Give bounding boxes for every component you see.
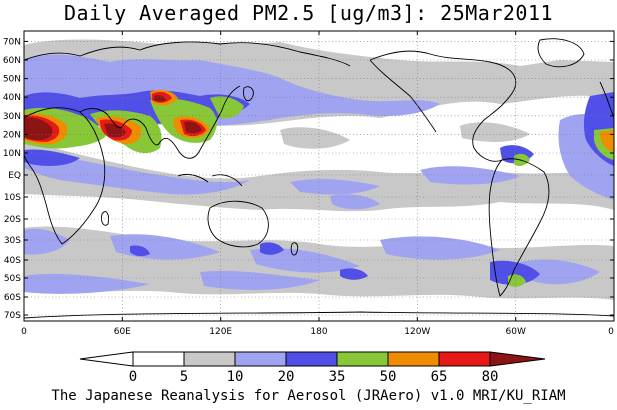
lat-label-60n: 60N: [3, 56, 21, 66]
lat-label-20s: 20S: [4, 215, 21, 225]
lon-label-0-right: 0: [608, 327, 614, 337]
map-title: Daily Averaged PM2.5 [ug/m3]: 25Mar2011: [63, 1, 554, 25]
level-10-20: [24, 54, 614, 294]
coastlines: [24, 38, 614, 319]
colorbar-segment-65-80: [438, 351, 491, 367]
colorbar-segment-above-80: [489, 351, 546, 367]
map-footer-credit: The Japanese Reanalysis for Aerosol (JRA…: [51, 388, 566, 404]
colorbar-label-80: 80: [482, 369, 499, 385]
lat-label-10s: 10S: [4, 193, 21, 203]
lon-label-120e: 120E: [209, 327, 232, 337]
pm25-field: [24, 31, 614, 321]
colorbar-label-0: 0: [129, 369, 137, 385]
lat-label-50n: 50N: [3, 75, 21, 85]
colorbar-label-50: 50: [380, 369, 397, 385]
lat-label-40s: 40S: [4, 256, 21, 266]
colorbar-segment-50-65: [387, 351, 440, 367]
colorbar-label-20: 20: [278, 369, 295, 385]
lat-label-60s: 60S: [4, 293, 21, 303]
colorbar-segment-5-10: [183, 351, 236, 367]
colorbar-labels: 0 5 10 20 35 50 65 80: [129, 369, 499, 385]
lat-label-30n: 30N: [3, 112, 21, 122]
lon-label-60w: 60W: [506, 327, 526, 337]
lat-label-70n: 70N: [3, 37, 21, 47]
lon-label-0-left: 0: [21, 327, 27, 337]
colorbar-segment-10-20: [234, 351, 287, 367]
lat-label-30s: 30S: [4, 236, 21, 246]
lat-label-70s: 70S: [4, 311, 21, 321]
colorbar-segment-0-5: [132, 351, 185, 367]
latitude-axis: 70N 60N 50N 40N 30N 20N 10N EQ 10S 20S 3…: [3, 37, 614, 321]
lon-label-60e: 60E: [114, 327, 131, 337]
lat-label-50s: 50S: [4, 274, 21, 284]
colorbar-label-5: 5: [180, 369, 188, 385]
lat-label-10n: 10N: [3, 149, 21, 159]
colorbar-segment-below-0: [79, 351, 134, 367]
colorbar-segment-35-50: [336, 351, 389, 367]
graticule: [24, 31, 614, 321]
longitude-axis: 0 60E 120E 180 120W 60W 0: [21, 31, 614, 337]
lat-label-40n: 40N: [3, 93, 21, 103]
colorbar-label-10: 10: [227, 369, 244, 385]
colorbar-segment-20-35: [285, 351, 338, 367]
lat-label-20n: 20N: [3, 130, 21, 140]
colorbar-label-65: 65: [431, 369, 448, 385]
lat-label-eq: EQ: [8, 171, 21, 181]
lon-label-120w: 120W: [404, 327, 430, 337]
colorbar: [79, 351, 546, 367]
colorbar-label-35: 35: [329, 369, 346, 385]
lon-label-180: 180: [310, 327, 327, 337]
